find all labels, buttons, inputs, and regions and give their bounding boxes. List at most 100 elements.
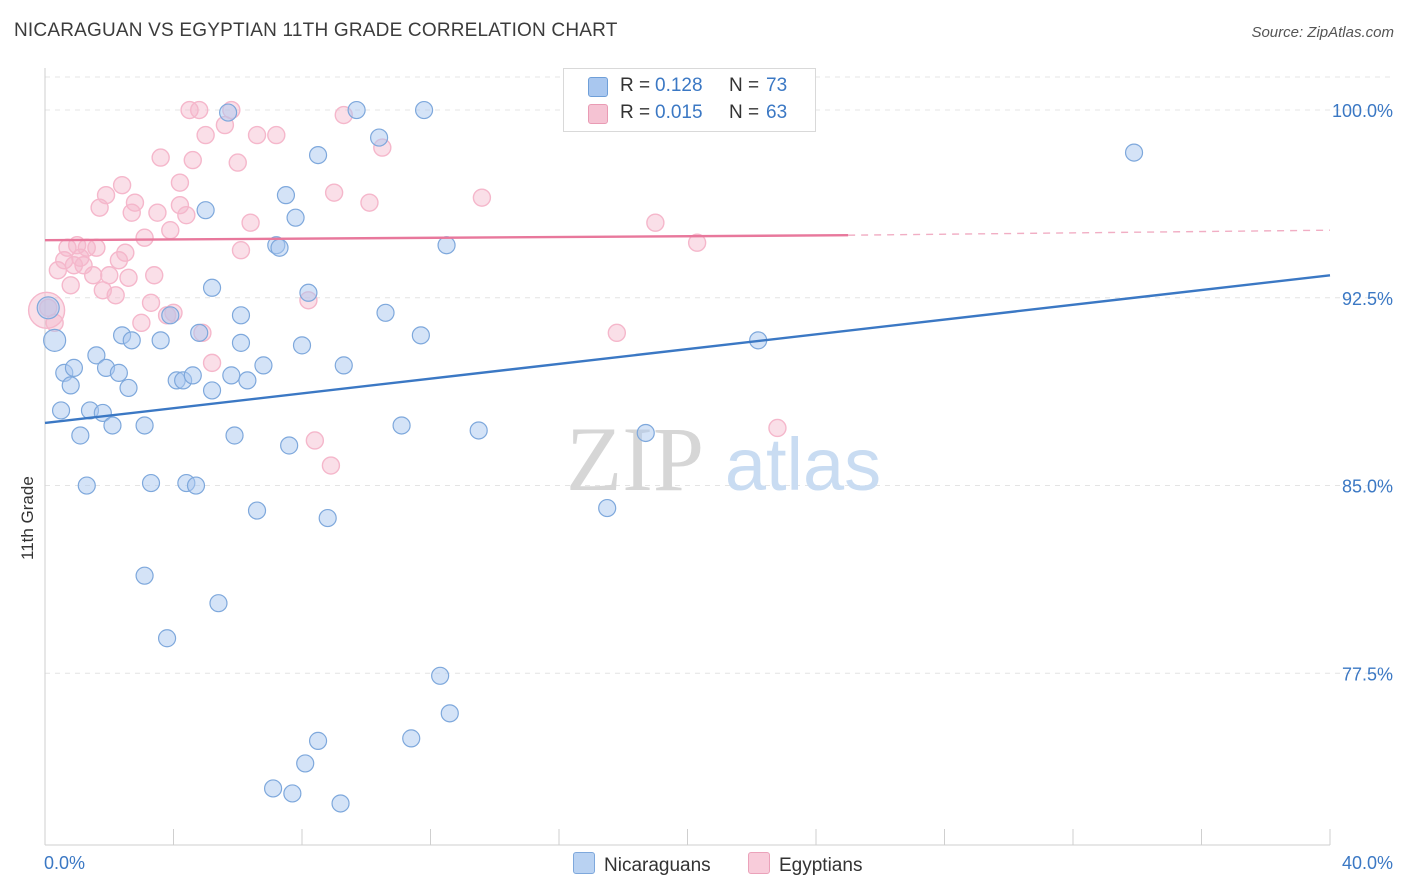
egyptians-point <box>241 213 260 232</box>
nicaraguans-point <box>254 356 273 375</box>
watermark-zip: ZIP <box>566 408 704 510</box>
nicaraguans-point <box>64 358 84 377</box>
nicaraguans-point <box>299 283 318 302</box>
nicaraguans-point <box>141 473 161 493</box>
egyptians-point <box>119 268 138 287</box>
y-tick-label: 85.0% <box>1342 477 1393 497</box>
bottom-legend-egyptians: Egyptians <box>748 852 862 877</box>
correlation-legend: R = 0.128 N = 73 R = 0.015 N = 63 <box>563 68 816 132</box>
egyptians-point <box>109 251 129 270</box>
egyptians-trend-line <box>44 234 849 242</box>
nicaraguans-point <box>61 376 80 395</box>
nicaraguans-point <box>286 208 305 227</box>
egyptians-point <box>112 175 132 195</box>
nicaraguans-point <box>135 566 154 585</box>
nicaraguans-point <box>392 416 411 435</box>
nicaraguans-point <box>219 103 238 122</box>
nicaraguans-point <box>225 426 244 445</box>
nicaraguans-point <box>318 508 337 528</box>
egyptians-point <box>125 193 145 212</box>
nicaraguans-point <box>334 356 353 375</box>
legend-r-label: R = <box>620 102 651 123</box>
nicaraguans-point <box>370 128 389 147</box>
egyptians-point <box>177 205 196 225</box>
egyptians-point <box>141 293 161 312</box>
legend-n-value: 73 <box>766 75 788 96</box>
egyptians-point <box>148 203 167 222</box>
nicaraguans-point <box>122 331 141 350</box>
nicaraguans-point <box>186 476 206 495</box>
nicaraguans-point <box>202 381 222 400</box>
nicaraguans-point <box>440 704 459 723</box>
egyptians-point <box>202 353 222 373</box>
legend-n-value: 63 <box>766 102 788 123</box>
nicaraguans-point <box>109 363 128 382</box>
watermark: ZIP atlas <box>566 408 881 510</box>
nicaraguans-point <box>202 278 222 297</box>
egyptians-point <box>189 100 209 120</box>
nicaraguans-point <box>135 416 154 435</box>
nicaraguans-point <box>598 498 617 518</box>
nicaraguans-point <box>376 303 395 322</box>
y-tick-label: 77.5% <box>1342 664 1393 684</box>
legend-r-value: 0.128 <box>655 75 703 96</box>
nicaraguans-point <box>77 476 96 495</box>
x-tick-label-min: 0.0% <box>44 853 85 873</box>
nicaraguans-point <box>151 331 170 350</box>
egyptians-point <box>196 125 215 145</box>
nicaraguans-point <box>51 401 71 420</box>
nicaraguans-point <box>276 186 296 205</box>
y-axis-label: 11th Grade <box>18 476 37 560</box>
egyptians-point <box>106 286 125 305</box>
nicaraguans-point <box>71 426 90 445</box>
egyptians-point <box>472 188 492 207</box>
nicaraguans-point <box>87 346 106 365</box>
legend-swatch-pink <box>588 104 608 124</box>
egyptians-point <box>321 456 341 475</box>
nicaraguans-point <box>119 378 138 398</box>
chart-title: NICARAGUAN VS EGYPTIAN 11TH GRADE CORREL… <box>14 20 618 41</box>
egyptians-point <box>228 153 247 172</box>
egyptians-point <box>231 241 251 260</box>
egyptians-trend-extension <box>848 229 1331 236</box>
bottom-legend-swatch-blue <box>573 852 595 874</box>
nicaraguans-point <box>1124 143 1144 162</box>
nicaraguans-point <box>36 296 60 320</box>
nicaraguans-point <box>292 336 312 355</box>
egyptians-point <box>100 266 119 285</box>
nicaraguans-point <box>183 366 202 385</box>
nicaraguans-point <box>263 779 283 798</box>
nicaraguans-point <box>231 306 251 325</box>
egyptians-point <box>768 418 787 438</box>
nicaraguans-point <box>161 306 180 325</box>
nicaraguans-point <box>636 423 655 443</box>
tick-labels: 77.5% 85.0% 92.5% 100.0% 0.0% 40.0% <box>44 101 1393 873</box>
nicaraguans-point <box>296 754 315 773</box>
nicaraguans-point <box>209 594 228 613</box>
legend-swatch-blue <box>588 77 608 97</box>
nicaraguans-point <box>347 100 366 120</box>
egyptians-point <box>61 276 80 295</box>
egyptians-point <box>122 203 141 222</box>
trend-lines <box>44 229 1331 425</box>
egyptians-point <box>607 323 627 343</box>
egyptians-point <box>305 431 325 450</box>
bottom-legend-swatch-pink <box>748 852 770 874</box>
source-label: Source: ZipAtlas.com <box>1251 24 1394 41</box>
nicaraguans-point <box>196 201 215 220</box>
egyptians-point <box>83 266 103 285</box>
legend-r-value: 0.015 <box>655 102 703 123</box>
egyptians-point <box>151 148 170 167</box>
y-tick-label: 100.0% <box>1332 101 1393 121</box>
legend-n-label: N = <box>729 75 760 96</box>
nicaraguans-point <box>402 729 421 748</box>
y-tick-label: 92.5% <box>1342 289 1393 309</box>
egyptians-point <box>324 183 344 202</box>
egyptians-point <box>161 221 180 240</box>
legend-n-label: N = <box>729 102 760 123</box>
axes <box>44 68 1331 846</box>
nicaraguans-trend-line <box>44 274 1331 425</box>
nicaraguans-point <box>222 366 241 385</box>
nicaraguans-point <box>308 146 328 165</box>
